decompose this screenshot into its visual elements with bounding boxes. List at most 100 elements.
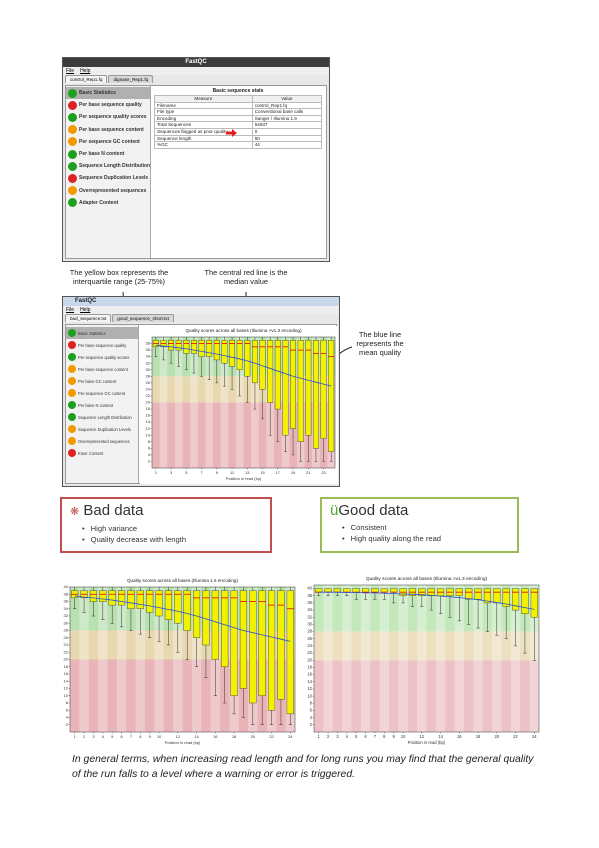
iqr-box	[274, 340, 281, 410]
module-item[interactable]: Kmer Content	[66, 447, 138, 459]
quality-band	[152, 402, 335, 468]
y-tick-label: 6	[66, 707, 69, 712]
x-tick-label: 14	[194, 734, 199, 739]
module-label: Per base GC content	[78, 378, 117, 384]
y-tick-label: 32	[146, 360, 151, 365]
window-title: FastQC	[63, 297, 339, 306]
tab[interactable]: dignase_Rep1.fq	[108, 75, 154, 83]
iqr-box	[502, 588, 510, 607]
status-icon	[68, 341, 76, 349]
status-icon	[68, 198, 77, 208]
box-title-text: Good data	[338, 502, 409, 519]
module-item[interactable]: Per sequence GC content	[66, 136, 150, 148]
module-item[interactable]: Basic Statistics	[66, 327, 138, 339]
status-icon	[68, 437, 76, 445]
module-list: Basic Statistics Per base sequence qualit…	[66, 325, 139, 483]
iqr-box	[146, 590, 154, 613]
y-tick-label: 38	[307, 593, 312, 598]
stripe	[454, 585, 464, 732]
y-tick-label: 38	[146, 341, 151, 346]
module-item[interactable]: Sequence Duplication Levels	[66, 172, 150, 184]
x-tick-label: 23	[321, 470, 326, 475]
module-item[interactable]: Adapter Content	[66, 197, 150, 209]
x-tick-label: 22	[269, 734, 274, 739]
module-item[interactable]: Per sequence GC content	[66, 387, 138, 399]
module-item[interactable]: Per sequence quality scores	[66, 111, 150, 123]
module-item[interactable]: Sequence Duplication Levels	[66, 423, 138, 435]
y-tick-label: 30	[146, 367, 151, 372]
x-tick-label: 5	[185, 470, 188, 475]
y-tick-label: 14	[146, 419, 151, 424]
stats-table: Measure Value Filename control_Rep1.fq File …	[154, 95, 323, 149]
module-item[interactable]: Per base sequence content	[66, 363, 138, 375]
table-cell: 50	[251, 134, 323, 143]
chart-title: Quality scores across all bases (Illumin…	[127, 578, 239, 583]
table-title: Basic sequence stats	[212, 88, 264, 94]
module-item[interactable]: Per base N content	[66, 148, 150, 160]
module-label: Per base sequence content	[79, 126, 144, 133]
iqr-box	[190, 340, 197, 354]
status-icon	[68, 377, 76, 385]
module-item[interactable]: Basic Statistics	[66, 87, 150, 100]
module-item[interactable]: Per base sequence content	[66, 124, 150, 136]
iqr-box	[174, 590, 182, 624]
y-tick-label: 8	[310, 700, 313, 705]
tab[interactable]: control_Rep1.fq	[65, 75, 108, 83]
tab-bar: bad_sequence.txt good_sequence_short.txt	[63, 314, 339, 322]
stripe	[159, 337, 168, 468]
status-icon	[68, 149, 77, 159]
menu-bar: File Help	[63, 67, 329, 75]
plot-frame	[69, 586, 296, 733]
tab[interactable]: bad_sequence.txt	[65, 314, 112, 322]
status-icon	[68, 88, 77, 98]
table-cell: File type	[154, 108, 253, 116]
menu-item[interactable]: Help	[80, 307, 91, 313]
stripe	[98, 587, 108, 732]
iqr-box	[230, 590, 238, 696]
tab[interactable]: good_sequence_short.txt	[112, 314, 174, 322]
module-item[interactable]: Overrepresented sequences	[66, 435, 138, 447]
module-label: Basic Statistics	[78, 330, 106, 336]
module-item[interactable]: Per base GC content	[66, 375, 138, 387]
mean-line	[318, 591, 535, 610]
window-body: Basic Statistics Per base sequence qualit…	[65, 324, 338, 484]
iqr-box	[315, 588, 323, 593]
y-tick-label: 22	[64, 649, 69, 654]
status-icon	[68, 401, 76, 409]
module-label: Adapter Content	[79, 199, 119, 206]
module-label: Basic Statistics	[79, 90, 116, 97]
module-label: Overrepresented sequences	[79, 187, 147, 194]
iqr-box	[290, 340, 297, 429]
iqr-box	[380, 588, 388, 593]
module-item[interactable]: Per sequence quality scores	[66, 351, 138, 363]
iqr-box	[127, 590, 135, 609]
module-item[interactable]: Sequence Length Distribution	[66, 160, 150, 172]
menu-item[interactable]: File	[66, 307, 75, 313]
menu-item[interactable]: Help	[80, 68, 91, 74]
y-tick-label: 28	[64, 628, 69, 633]
quality-chart: Quality scores across all bases (Illumin…	[58, 576, 298, 748]
module-item[interactable]: Per base N content	[66, 399, 138, 411]
stripe	[398, 585, 408, 732]
stripe	[135, 587, 145, 732]
y-tick-label: 8	[148, 439, 151, 444]
stats-panel: Basic sequence stats Measure Value Filenam…	[154, 88, 323, 149]
x-tick-label: 3	[170, 470, 173, 475]
module-item[interactable]: Per base sequence quality	[66, 339, 138, 351]
iqr-box	[251, 340, 258, 384]
stripe	[205, 337, 213, 468]
module-item[interactable]: Sequence Length Distribution	[66, 411, 138, 423]
table-row: File type Conventional base calls	[154, 108, 323, 116]
module-item[interactable]: Per base sequence quality	[66, 99, 150, 111]
x-tick-label: 24	[288, 734, 293, 739]
table-cell: Encoding	[154, 114, 253, 123]
x-tick-label: 24	[532, 734, 537, 739]
status-icon	[68, 112, 77, 122]
iqr-box	[483, 588, 492, 604]
plot-frame	[313, 584, 540, 733]
stripe	[510, 585, 521, 732]
menu-item[interactable]: File	[66, 68, 75, 74]
status-icon	[68, 186, 77, 196]
module-item[interactable]: Overrepresented sequences	[66, 185, 150, 197]
